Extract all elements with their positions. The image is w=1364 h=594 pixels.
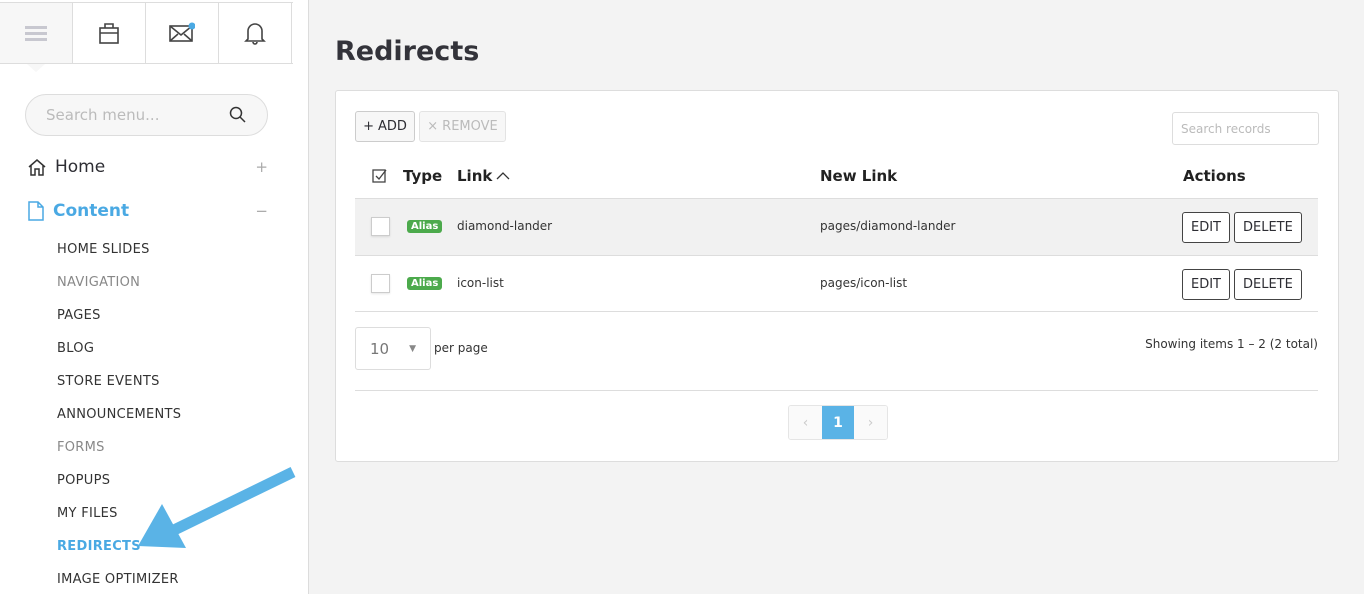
sidebar-subitem-my-files[interactable]: MY FILES [57, 506, 118, 521]
edit-button[interactable]: EDIT [1182, 212, 1230, 243]
bell-icon [244, 23, 266, 45]
type-badge: Alias [407, 277, 443, 290]
top-icon-bar [0, 2, 293, 64]
sidebar-subitem-pages[interactable]: PAGES [57, 308, 101, 323]
sidebar: Home + Content − HOME SLIDES NAVIGATION PA… [0, 0, 309, 594]
sidebar-subitem-popups[interactable]: POPUPS [57, 473, 111, 488]
prev-page-button[interactable]: ‹ [789, 406, 822, 439]
store-button[interactable] [73, 3, 146, 63]
new-link-cell: pages/diamond-lander [820, 219, 956, 233]
type-badge: Alias [407, 220, 443, 233]
menu-button[interactable] [0, 3, 73, 63]
sidebar-subitem-announcements[interactable]: ANNOUNCEMENTS [57, 407, 182, 422]
redirects-panel: +ADD ×REMOVE Type Link New Link Actions … [335, 90, 1339, 462]
row-checkbox[interactable] [371, 217, 390, 236]
remove-label: REMOVE [442, 119, 498, 134]
sidebar-subitem-home-slides[interactable]: HOME SLIDES [57, 242, 150, 257]
sidebar-subitem-image-optimizer[interactable]: IMAGE OPTIMIZER [57, 572, 179, 587]
per-page-label: per page [434, 341, 488, 355]
sort-ascending-icon[interactable] [496, 171, 510, 181]
search-records-input[interactable] [1172, 112, 1319, 145]
per-page-value: 10 [370, 339, 390, 358]
next-page-button[interactable]: › [854, 406, 887, 439]
divider [355, 390, 1318, 391]
menu-search-input[interactable] [46, 106, 226, 124]
remove-button[interactable]: × REMOVE [419, 111, 506, 142]
actions-header: Actions [1183, 167, 1246, 185]
sidebar-subitem-blog[interactable]: BLOG [57, 341, 95, 356]
sidebar-item-label: Home [55, 157, 106, 177]
sidebar-item-content[interactable]: Content − [28, 201, 268, 221]
document-icon [28, 201, 44, 221]
menu-search[interactable] [25, 94, 268, 136]
type-header[interactable]: Type [403, 167, 443, 185]
page-1-button[interactable]: 1 [822, 406, 854, 439]
sidebar-item-home[interactable]: Home + [28, 157, 268, 177]
row-checkbox[interactable] [371, 274, 390, 293]
messages-button[interactable] [146, 3, 219, 63]
link-header[interactable]: Link [457, 167, 493, 185]
collapse-icon[interactable]: − [255, 202, 268, 220]
add-button[interactable]: + ADD [355, 111, 415, 142]
new-link-cell: pages/icon-list [820, 276, 908, 290]
link-cell: diamond-lander [457, 219, 553, 233]
add-label: ADD [377, 119, 407, 134]
sidebar-subitem-navigation[interactable]: NAVIGATION [57, 275, 141, 290]
link-cell: icon-list [457, 276, 504, 290]
menu-caret [27, 64, 45, 72]
sidebar-subitem-forms[interactable]: FORMS [57, 440, 105, 455]
new-link-header[interactable]: New Link [820, 167, 898, 185]
home-icon [28, 159, 46, 176]
x-icon: × [427, 119, 439, 134]
select-all-checkbox[interactable] [372, 168, 388, 184]
search-icon[interactable] [229, 106, 247, 124]
edit-button[interactable]: EDIT [1182, 269, 1230, 300]
showing-items: Showing items 1 – 2 (2 total) [1145, 337, 1318, 351]
chevron-down-icon: ▼ [409, 343, 416, 354]
per-page-select[interactable]: 10 ▼ [355, 327, 431, 370]
hamburger-icon [25, 26, 47, 41]
delete-button[interactable]: DELETE [1234, 212, 1302, 243]
sidebar-item-label: Content [53, 201, 130, 221]
notifications-button[interactable] [219, 3, 292, 63]
sidebar-subitem-redirects[interactable]: REDIRECTS [57, 539, 141, 554]
briefcase-icon [99, 23, 119, 44]
sidebar-subitem-store-events[interactable]: STORE EVENTS [57, 374, 160, 389]
page-title: Redirects [335, 36, 480, 67]
table-row: Alias icon-list pages/icon-list EDIT DEL… [355, 255, 1318, 312]
pagination: ‹ 1 › [788, 405, 888, 440]
delete-button[interactable]: DELETE [1234, 269, 1302, 300]
table-row: Alias diamond-lander pages/diamond-lande… [355, 198, 1318, 255]
plus-icon: + [363, 119, 374, 134]
annotation-arrow [138, 467, 296, 548]
envelope-icon [169, 22, 195, 42]
expand-icon[interactable]: + [255, 158, 268, 176]
